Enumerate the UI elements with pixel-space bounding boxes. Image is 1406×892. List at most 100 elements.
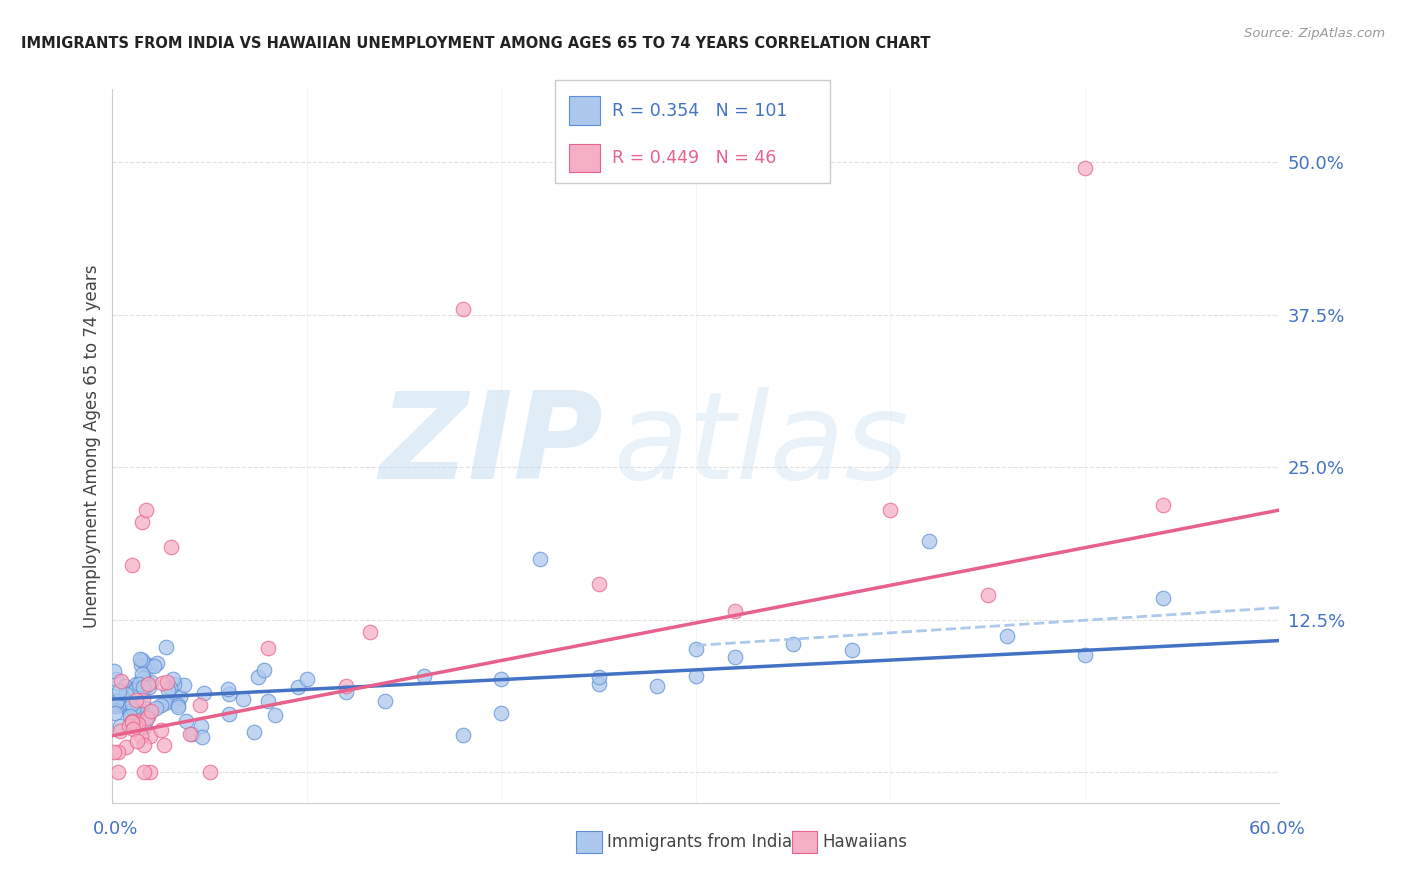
Point (124, 718, 146, 732)
Point (121, 715, 143, 730)
Point (103, 689, 125, 703)
Point (105, 693, 128, 707)
Point (588, 577, 610, 591)
Point (110, 673, 132, 688)
Point (247, 670, 270, 684)
Point (160, 540, 183, 554)
Point (132, 738, 155, 752)
Point (107, 745, 129, 759)
Point (108, 719, 131, 733)
Point (132, 720, 155, 734)
Point (645, 679, 668, 693)
Point (1152, 498, 1174, 512)
Text: 60.0%: 60.0% (1249, 820, 1305, 838)
Point (131, 515, 153, 529)
Point (153, 738, 176, 752)
Point (150, 698, 173, 713)
Point (128, 652, 150, 666)
Point (841, 642, 863, 657)
Point (132, 682, 155, 697)
Point (1074, 161, 1097, 176)
Point (122, 702, 145, 716)
Point (156, 693, 179, 707)
Point (114, 680, 136, 694)
Point (150, 723, 173, 737)
Point (685, 642, 707, 657)
Point (118, 682, 141, 697)
Point (135, 503, 157, 517)
Point (131, 653, 153, 667)
Point (127, 718, 149, 732)
Point (169, 690, 191, 704)
Point (253, 664, 276, 678)
Point (335, 685, 357, 699)
Point (134, 715, 156, 730)
Point (124, 684, 146, 698)
Point (121, 714, 143, 728)
Text: R = 0.449   N = 46: R = 0.449 N = 46 (612, 149, 776, 167)
Point (136, 677, 159, 691)
Point (157, 683, 180, 698)
Point (374, 694, 396, 708)
Point (141, 704, 163, 718)
Point (451, 728, 474, 742)
Point (136, 711, 159, 725)
Point (129, 729, 152, 743)
Point (153, 696, 176, 710)
Point (131, 667, 153, 681)
Point (134, 701, 156, 715)
Point (114, 687, 136, 701)
Point (135, 674, 157, 689)
Point (135, 657, 157, 672)
Point (132, 765, 155, 780)
Point (103, 745, 125, 759)
Point (179, 727, 201, 741)
Point (108, 724, 131, 739)
Point (129, 657, 152, 672)
Point (105, 698, 128, 713)
Point (174, 714, 197, 729)
Point (132, 680, 155, 694)
Point (193, 685, 215, 699)
Point (188, 698, 211, 712)
Point (127, 714, 149, 728)
Point (117, 684, 139, 698)
Point (131, 704, 153, 718)
Point (588, 670, 610, 684)
Point (162, 672, 184, 686)
Point (217, 682, 239, 697)
Point (115, 739, 138, 754)
Point (685, 669, 707, 683)
Point (295, 672, 318, 686)
Point (124, 682, 146, 697)
Text: ZIP: ZIP (378, 387, 603, 505)
Point (1152, 591, 1174, 605)
Point (128, 677, 150, 691)
Point (121, 558, 143, 572)
Point (139, 675, 162, 690)
Point (142, 658, 165, 673)
Point (287, 681, 309, 695)
Point (103, 664, 125, 678)
Point (127, 717, 149, 731)
Point (156, 674, 179, 689)
Point (257, 640, 280, 655)
Point (112, 699, 135, 714)
Point (122, 722, 145, 736)
Point (120, 706, 142, 721)
Point (121, 697, 143, 711)
Point (138, 705, 160, 719)
Point (111, 691, 134, 706)
Point (976, 588, 998, 602)
Point (218, 706, 240, 721)
Point (359, 624, 381, 639)
Point (412, 669, 434, 683)
Point (232, 692, 254, 706)
Point (1074, 648, 1097, 663)
Point (138, 709, 160, 723)
Point (125, 676, 148, 690)
Point (190, 719, 212, 733)
Point (167, 700, 190, 714)
Text: atlas: atlas (614, 387, 910, 505)
Point (118, 709, 141, 723)
